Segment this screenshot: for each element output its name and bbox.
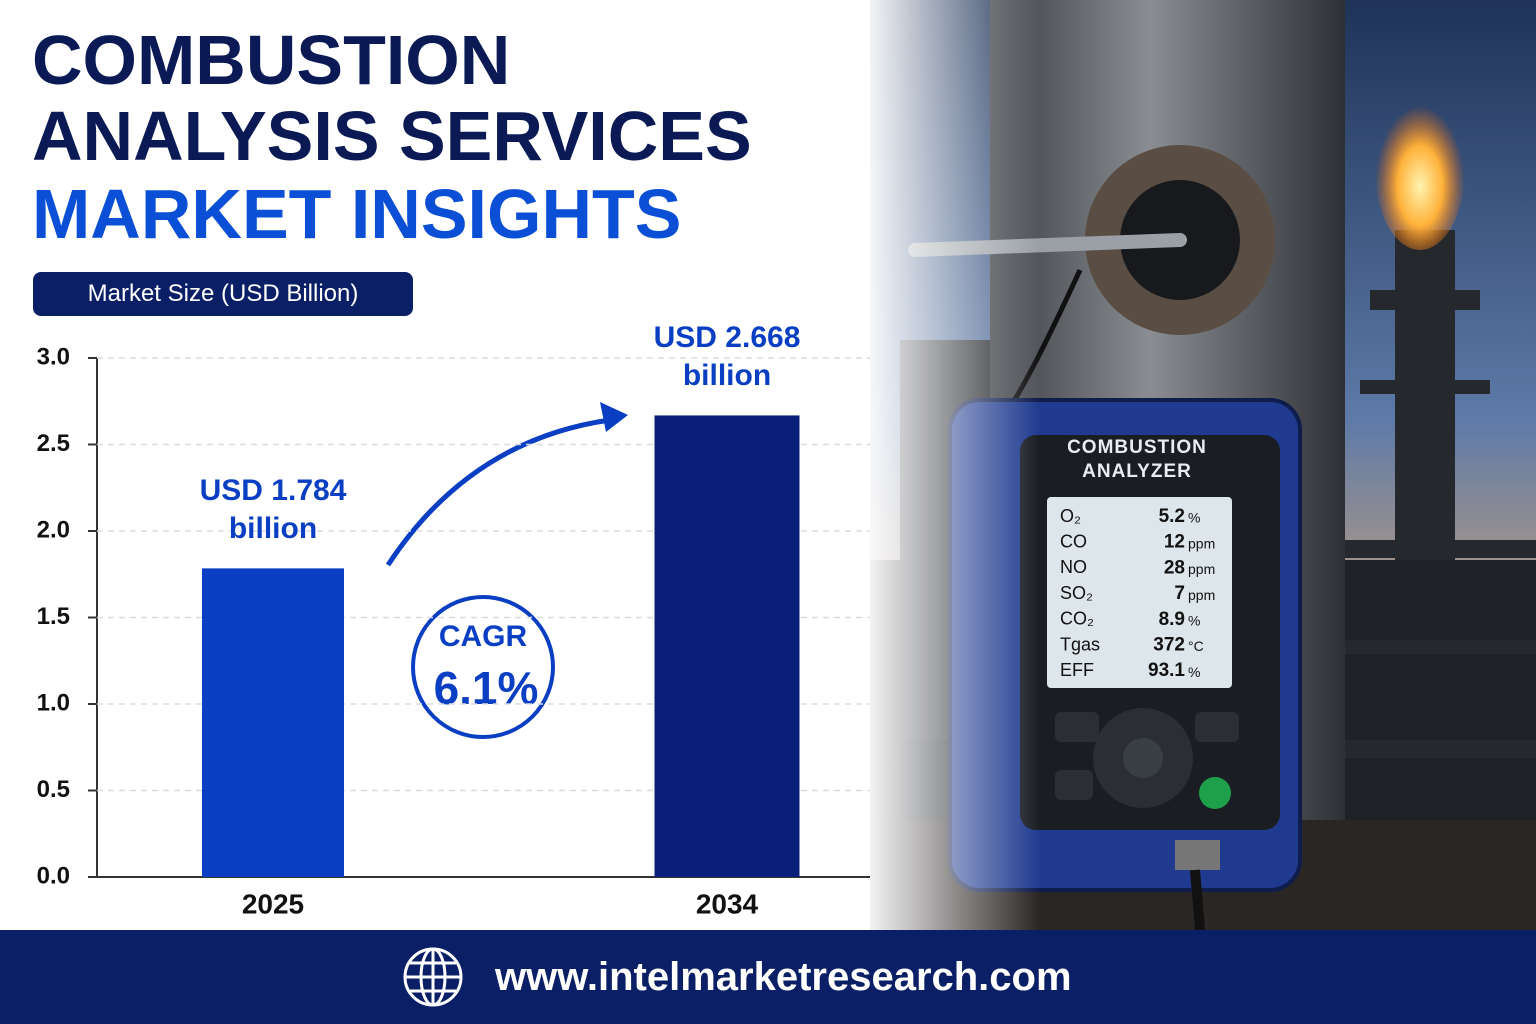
reading-unit: °C xyxy=(1188,638,1204,654)
reading-value: 5.2 xyxy=(1159,506,1185,527)
reading-value: 93.1 xyxy=(1148,660,1185,681)
y-tick-label: 3.0 xyxy=(37,343,70,370)
reading-name: Tgas xyxy=(1060,634,1100,654)
y-tick-label: 0.5 xyxy=(37,776,70,803)
reading-value: 8.9 xyxy=(1159,609,1185,630)
footer xyxy=(0,930,1536,1024)
reading-unit: % xyxy=(1188,510,1200,526)
subtitle: MARKET INSIGHTS xyxy=(32,175,682,253)
footer-url: www.intelmarketresearch.com xyxy=(495,955,1072,999)
y-tick-label: 0.0 xyxy=(37,862,70,889)
chart: CAGR 6.1% 0.0 0.5 1.0 1.5 2.0 2.5 3.0 2025 2034 xyxy=(37,343,870,919)
reading-value: 7 xyxy=(1174,583,1185,604)
reading-unit: % xyxy=(1188,664,1200,680)
y-tick-label: 1.5 xyxy=(37,603,70,630)
bar xyxy=(654,415,800,877)
reading-name: CO xyxy=(1060,531,1087,551)
reading-value: 12 xyxy=(1164,532,1185,553)
growth-arrow xyxy=(385,417,611,567)
reading-name: NO xyxy=(1060,557,1087,577)
y-tick-label: 2.0 xyxy=(37,516,70,543)
y-tick-label: 2.5 xyxy=(37,430,70,457)
reading-unit: ppm xyxy=(1188,561,1215,577)
reading-unit: ppm xyxy=(1188,587,1215,603)
flare xyxy=(1375,90,1465,250)
reading-value: 372 xyxy=(1153,635,1185,656)
bar xyxy=(202,568,344,877)
x-tick-label: 2025 xyxy=(242,888,304,919)
reading-name: CO₂ xyxy=(1060,609,1094,629)
device-label: COMBUSTION ANALYZER xyxy=(1067,437,1207,482)
y-axis-label: Market Size (USD Billion) xyxy=(33,272,413,316)
y-tick-label: 1.0 xyxy=(37,689,70,716)
reading-unit: ppm xyxy=(1188,535,1215,551)
cagr-circle xyxy=(411,595,555,739)
arrow-head xyxy=(600,402,628,432)
value-label: USD 2.668 billion xyxy=(653,321,801,393)
globe-icon xyxy=(403,947,463,1007)
title: COMBUSTION ANALYSIS SERVICES xyxy=(32,21,752,175)
reading-value: 28 xyxy=(1164,557,1185,578)
value-label: USD 1.784 billion xyxy=(199,474,347,546)
cagr-value: 6.1% xyxy=(434,662,539,714)
reading-name: O₂ xyxy=(1060,506,1081,526)
cagr-label: CAGR xyxy=(439,620,528,653)
reading-unit: % xyxy=(1188,613,1200,629)
device-screen xyxy=(1047,497,1232,688)
reading-name: SO₂ xyxy=(1060,583,1093,603)
reading-name: EFF xyxy=(1060,660,1094,680)
x-tick-label: 2034 xyxy=(696,888,759,919)
